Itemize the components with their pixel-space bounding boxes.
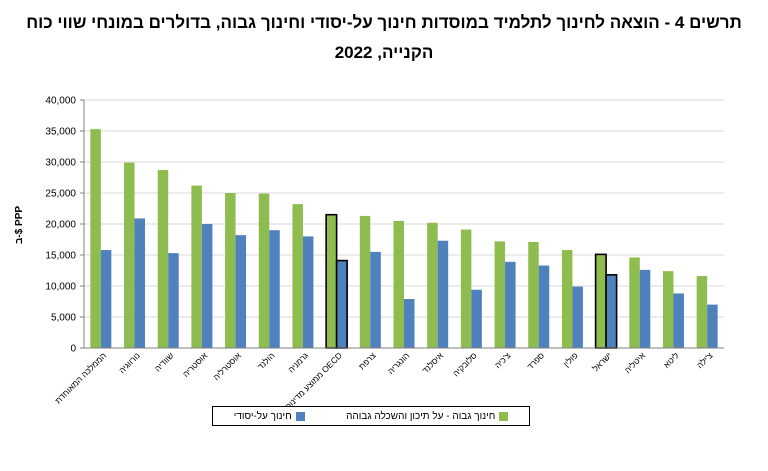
bar-higher [494,241,506,348]
bar-higher [124,162,135,348]
x-tick-label: פולין [561,350,580,369]
x-tick-label: הממלכה המאוחדת [53,350,108,405]
bar-secondary [471,289,482,348]
bar-higher [696,276,708,348]
y-tick-label: 0 [70,344,76,355]
legend-label-secondary: חינוך על-יסודי [233,410,292,422]
bar-secondary [201,224,213,348]
bar-higher [662,271,674,348]
y-tick-label: 35,000 [45,127,76,138]
legend-label-higher: חינוך גבוה - על תיכון והשכלה גבוהה [346,410,496,422]
y-tick-label: 20,000 [45,220,76,231]
bar-higher [594,253,607,349]
bar-secondary [370,251,381,348]
chart-title: תרשים 4 - הוצאה לחינוך לתלמיד במוסדות חי… [0,8,768,68]
y-tick-label: 30,000 [45,158,76,169]
bar-higher [325,213,338,349]
bar-secondary [605,274,618,349]
bar-secondary [538,265,550,348]
legend-item-higher: חינוך גבוה - על תיכון והשכלה גבוהה [346,410,509,422]
x-tick-label: שוודיה [152,350,175,373]
x-tick-label: אוסטרליה [211,350,243,382]
bar-higher [258,193,270,348]
y-tick-label: 15,000 [45,251,76,262]
x-tick-label: גרמניה [286,350,311,375]
bar-secondary [134,218,146,348]
bar-higher [393,220,404,348]
x-tick-label: צ'כיה [493,350,513,370]
axes [80,99,724,349]
bar-secondary [505,261,516,348]
y-tick-label: 40,000 [45,96,76,107]
legend: חינוך גבוה - על תיכון והשכלה גבוהה חינוך… [212,406,530,426]
bar-higher [528,241,539,348]
legend-item-secondary: חינוך על-יסודי [234,411,305,422]
bar-secondary [673,293,684,348]
bar-higher [90,129,101,348]
y-axis-label: ב-$ PPP [14,206,25,244]
x-tick-label: צ'ילה [695,350,715,370]
bar-secondary [168,253,179,348]
x-tick-label: ממוצע מדינות OECD [283,350,344,411]
y-tick-label: 10,000 [45,282,76,293]
x-tick-label: ליטא [661,350,681,370]
bar-secondary [269,230,280,348]
bar-higher [629,257,640,348]
bar-secondary [302,236,314,348]
chart-title-line1: תרשים 4 - הוצאה לחינוך לתלמיד במוסדות חי… [26,13,742,32]
bar-secondary [437,240,449,348]
bar-secondary [335,259,348,349]
bar-higher [460,229,472,348]
y-tick-label: 5,000 [51,313,76,324]
bar-higher [292,204,303,348]
y-tick-labels: 0 5,000 10,000 15,000 20,000 25,000 30,000 35,0… [45,96,76,355]
bar-higher [191,185,202,348]
bar-secondary [100,250,112,348]
x-tick-labels: הממלכה המאוחדת נורווגיה שוודיה אוסטריה אוסטר… [53,350,715,412]
bar-secondary [404,299,415,348]
x-tick-label: צרפת [357,350,378,371]
x-tick-label: ספרד [525,350,546,371]
bar-higher [225,193,236,348]
x-tick-label: איטליה [622,350,647,375]
chart-title-line2: הקנייה, 2022 [334,43,434,62]
x-tick-label: סלובקיה [451,350,479,378]
bar-higher [561,250,573,348]
legend-swatch-higher [499,411,509,421]
x-tick-label: איסלנד [420,350,446,376]
x-tick-label: ישראל [590,350,613,373]
bar-secondary [707,304,718,348]
bar-higher [359,215,371,348]
bar-secondary [235,235,247,348]
y-tick-label: 25,000 [45,189,76,200]
bar-higher [427,222,438,348]
x-tick-label: נורווגיה [117,350,142,375]
bar-secondary [639,269,651,348]
bar-secondary [572,286,583,348]
x-tick-label: הונגריה [386,350,412,376]
x-tick-label: הולנד [255,350,276,371]
bar-higher [157,170,169,348]
legend-swatch-secondary [295,411,305,421]
x-tick-label: אוסטריה [181,350,210,379]
